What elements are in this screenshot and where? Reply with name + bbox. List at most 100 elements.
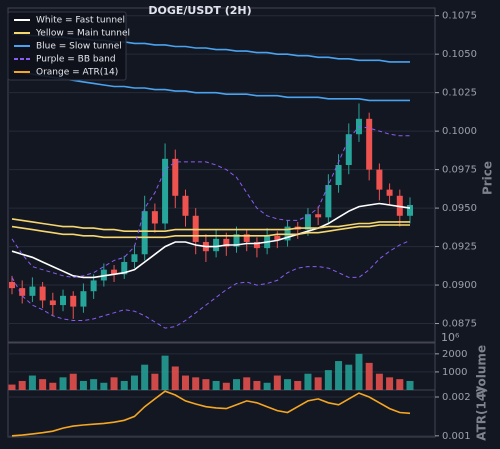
candle-body (396, 195, 403, 216)
volume-bar (396, 379, 404, 390)
volume-bar (335, 361, 343, 390)
candle-body (172, 158, 179, 196)
volume-bar (120, 380, 128, 390)
candle-body (111, 269, 118, 275)
volume-bar (151, 373, 159, 390)
candle-body (243, 234, 250, 242)
indicator-line (11, 218, 410, 232)
volume-bar (386, 377, 394, 390)
volume-bar (375, 373, 383, 390)
volume-bar (49, 382, 57, 390)
volume-bar (161, 355, 169, 390)
y-tick-label: 0.0900 (442, 280, 477, 291)
y-tick-label: 0.0875 (442, 319, 477, 330)
volume-bar (233, 379, 241, 390)
candle-body (70, 295, 77, 307)
candle-body (366, 118, 373, 170)
candle-body (376, 169, 383, 190)
candle-body (80, 291, 87, 307)
candle-body (407, 205, 413, 216)
indicator-line (11, 70, 410, 102)
volume-bar (130, 375, 138, 390)
candle-body (315, 214, 322, 218)
y-tick-label: 0.1025 (442, 88, 477, 99)
candle-body (29, 286, 36, 296)
candle-body (19, 288, 26, 296)
volume-axis-label: Volume (475, 345, 489, 395)
y-tick-label: 0.0925 (442, 242, 477, 253)
y-tick-label: 0.001 (442, 431, 471, 442)
candle-body (233, 234, 240, 247)
volume-bar (284, 379, 292, 390)
volume-bar (324, 370, 332, 390)
volume-bar (8, 384, 16, 390)
volume-bar (100, 382, 108, 390)
volume-offset-label: 10⁶ (441, 331, 460, 344)
atr-panel (7, 389, 436, 438)
volume-bar (90, 379, 98, 390)
indicator-line (11, 125, 410, 278)
candle-body (213, 238, 220, 252)
volume-bar (365, 362, 373, 390)
candle-body (49, 300, 56, 306)
indicator-line (11, 390, 411, 437)
candle-body (9, 281, 15, 289)
price-panel (7, 7, 436, 343)
candle-body (253, 241, 260, 249)
volume-bar (39, 379, 47, 390)
marks (8, 33, 414, 437)
indicator-line (11, 239, 411, 329)
volume-bar (243, 377, 251, 390)
y-tick-label: 2000 (442, 349, 467, 360)
legend-label: Orange = ATR(14) (36, 68, 118, 78)
volume-bar (294, 380, 302, 390)
candle-body (304, 214, 311, 230)
legend-label: Yellow = Main tunnel (35, 29, 130, 39)
volume-bar (253, 380, 261, 390)
volume-bar (406, 380, 414, 390)
candle-body (345, 134, 352, 165)
legend-box (7, 11, 127, 81)
legend-label: White = Fast tunnel (36, 16, 125, 26)
volume-bar (304, 373, 312, 390)
y-tick-label: 0.0975 (442, 165, 477, 176)
volume-bar (110, 377, 118, 390)
candle-body (274, 235, 281, 241)
volume-bar (273, 375, 281, 390)
volume-bar (355, 353, 363, 390)
indicator-line (11, 224, 410, 239)
candle-body (182, 195, 189, 216)
candle-body (335, 164, 342, 186)
volume-bar (181, 375, 189, 390)
volume-bar (202, 379, 210, 390)
candle-body (60, 295, 67, 306)
legend: White = Fast tunnel Yellow = Main tunnel B… (7, 11, 130, 81)
volume-bar (79, 380, 87, 390)
price-axis-label: Price (481, 161, 495, 195)
grid: 0.0875 0.0900 0.0925 0.0950 0.0975 0.1000 0.10… (8, 11, 477, 442)
volume-bar (141, 364, 149, 390)
indicator-line (11, 202, 411, 279)
volume-bar (345, 364, 353, 390)
volume-bar (171, 366, 179, 390)
y-tick-label: 0.1000 (442, 126, 477, 137)
candle-body (39, 286, 46, 301)
legend-label: Blue = Slow tunnel (36, 42, 122, 52)
y-tick-label: 0.1075 (442, 11, 477, 22)
candle-body (284, 226, 291, 241)
y-tick-label: 0.0950 (442, 203, 477, 214)
candle-body (325, 185, 332, 218)
y-tick-label: 0.002 (442, 392, 471, 403)
candle-body (162, 158, 169, 224)
y-tick-label: 1000 (442, 367, 467, 378)
candle-body (223, 238, 230, 247)
volume-bar (212, 380, 220, 390)
volume-bar (192, 377, 200, 390)
candle-body (121, 261, 128, 275)
chart-title: DOGE/USDT (2H) (148, 4, 251, 17)
candle-body (386, 189, 393, 196)
y-tick-label: 0.1050 (442, 49, 477, 60)
volume-bar (222, 382, 230, 390)
